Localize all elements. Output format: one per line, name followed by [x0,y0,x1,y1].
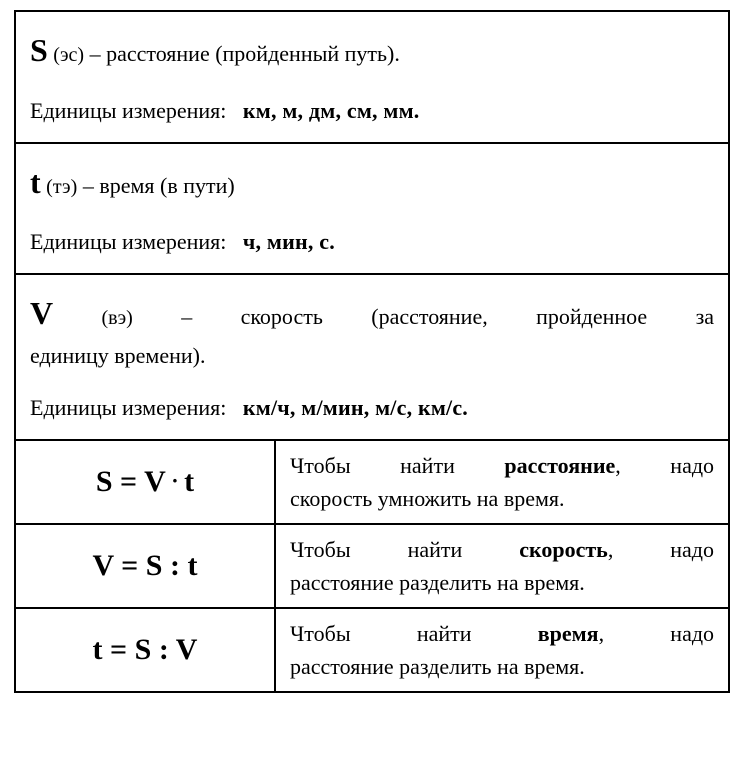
dash-t: – [83,173,94,198]
units-list-v: км/ч, м/мин, м/с, км/с. [243,395,468,420]
phonetic-v: (вэ) [101,307,132,329]
row-formula-v: V = S : t Чтобы найти скорость, надо рас… [16,525,728,609]
reference-table: S (эс) – расстояние (пройденный путь). Е… [14,10,730,693]
phonetic-t: (тэ) [46,176,77,198]
description-t: время (в пути) [99,173,234,198]
desc-v-line2: единицу времени). [30,339,714,373]
explanation-t: Чтобы найти время, надо расстояние разде… [276,609,728,691]
cell-definition-s: S (эс) – расстояние (пройденный путь). Е… [16,12,728,142]
formula-cell-s: S = V · t [16,441,276,523]
row-definition-v: V (вэ) – скорость (расстояние, пройденно… [16,275,728,441]
row-definition-t: t (тэ) – время (в пути) Единицы измерени… [16,144,728,276]
formula-v: V = S : t [93,549,198,583]
cell-definition-v: V (вэ) – скорость (расстояние, пройденно… [16,275,728,439]
row-definition-s: S (эс) – расстояние (пройденный путь). Е… [16,12,728,144]
keyword-time: время [538,621,599,646]
row-formula-s: S = V · t Чтобы найти расстояние, надо с… [16,441,728,525]
formula-s: S = V · t [96,465,194,499]
keyword-distance: расстояние [504,453,615,478]
description-s: расстояние (пройденный путь). [106,41,400,66]
symbol-t: t [30,164,41,200]
desc-v-w3: пройденное [536,304,647,329]
formula-cell-t: t = S : V [16,609,276,691]
units-label-t: Единицы измерения: [30,229,226,254]
units-label-s: Единицы измерения: [30,98,226,123]
units-list-s: км, м, дм, см, мм. [243,98,420,123]
desc-v-w4: за [696,304,714,329]
dash-v: – [181,304,192,329]
explanation-s: Чтобы найти расстояние, надо скорость ум… [276,441,728,523]
desc-v-w2: (расстояние, [371,304,487,329]
keyword-speed: скорость [519,537,608,562]
dash-s: – [90,41,101,66]
units-list-t: ч, мин, с. [243,229,335,254]
phonetic-s: (эс) [53,44,84,66]
formula-t: t = S : V [93,633,198,667]
desc-v-w1: скорость [241,304,323,329]
formula-cell-v: V = S : t [16,525,276,607]
symbol-v: V [30,295,53,331]
cell-definition-t: t (тэ) – время (в пути) Единицы измерени… [16,144,728,274]
row-formula-t: t = S : V Чтобы найти время, надо рассто… [16,609,728,691]
units-label-v: Единицы измерения: [30,395,226,420]
explanation-v: Чтобы найти скорость, надо расстояние ра… [276,525,728,607]
symbol-s: S [30,32,48,68]
